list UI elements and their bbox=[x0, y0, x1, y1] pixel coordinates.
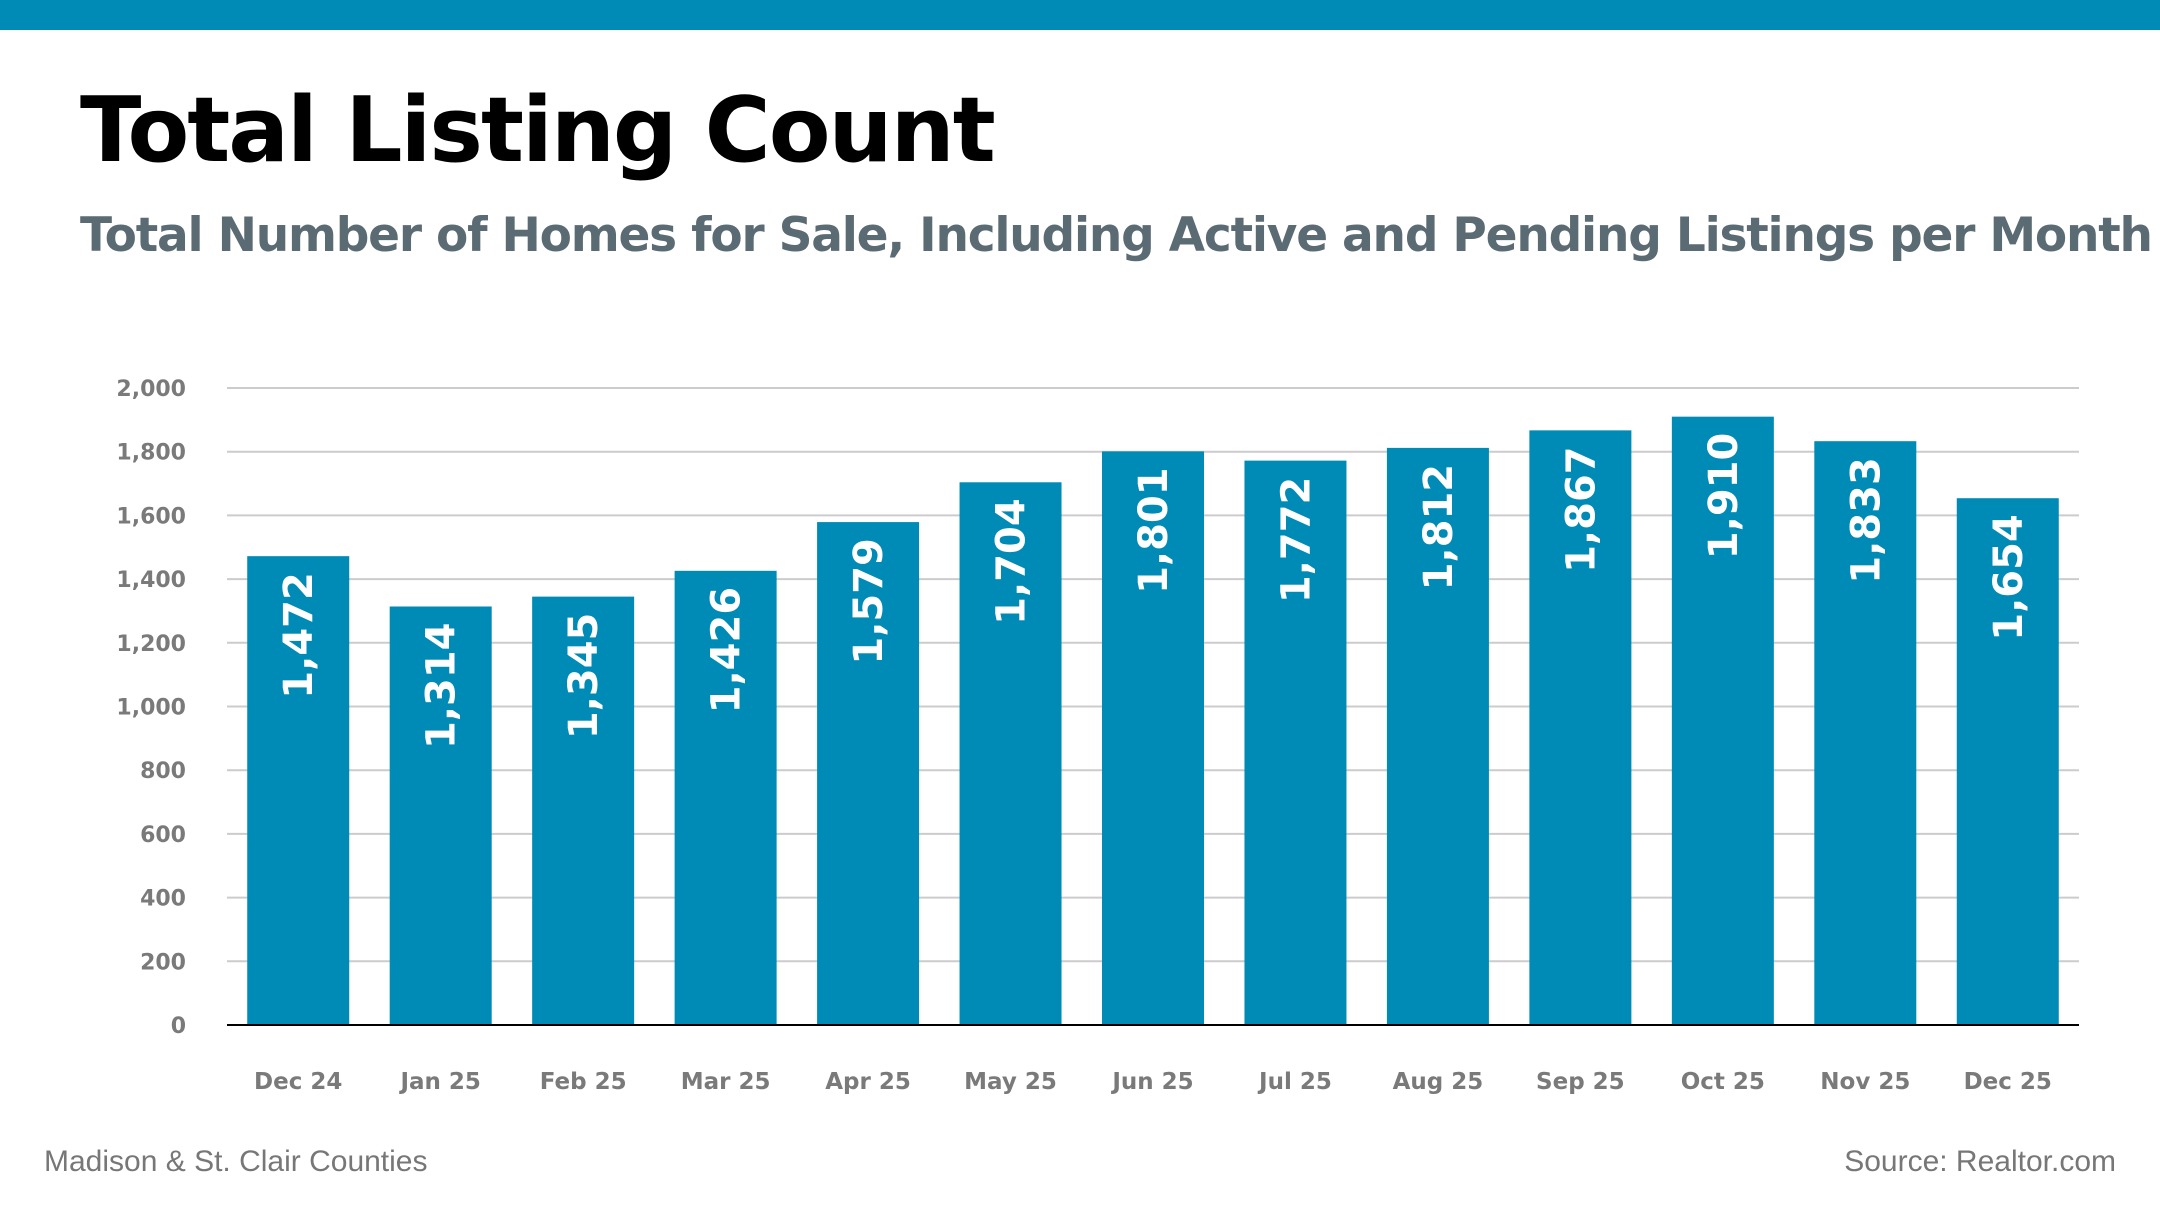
bar-value-label: 1,772 bbox=[1273, 477, 1319, 604]
x-tick-label: Dec 25 bbox=[1964, 1069, 2052, 1095]
bar bbox=[674, 570, 777, 1025]
bar bbox=[1671, 416, 1774, 1025]
bar bbox=[1244, 460, 1347, 1025]
page-title: Total Listing Count bbox=[80, 78, 996, 183]
bar-value-label: 1,579 bbox=[846, 538, 892, 665]
bar bbox=[817, 522, 920, 1025]
y-tick-label: 1,600 bbox=[116, 504, 186, 529]
x-tick-label: Jan 25 bbox=[398, 1069, 480, 1095]
x-tick-label: Aug 25 bbox=[1393, 1069, 1484, 1095]
y-tick-label: 600 bbox=[140, 823, 186, 848]
footer-region: Madison & St. Clair Counties bbox=[44, 1145, 428, 1178]
y-tick-label: 1,200 bbox=[116, 632, 186, 657]
y-tick-label: 1,400 bbox=[116, 568, 186, 593]
bar bbox=[1386, 447, 1489, 1025]
bar bbox=[1102, 451, 1204, 1026]
y-tick-label: 200 bbox=[140, 950, 186, 975]
bar-value-label: 1,314 bbox=[419, 622, 465, 749]
bar bbox=[532, 596, 635, 1025]
x-tick-label: Mar 25 bbox=[681, 1069, 771, 1095]
bar bbox=[247, 556, 350, 1025]
bar bbox=[389, 606, 492, 1025]
y-tick-label: 1,800 bbox=[116, 441, 186, 466]
y-tick-label: 800 bbox=[140, 759, 186, 784]
bar-value-label: 1,833 bbox=[1843, 457, 1889, 584]
y-tick-label: 1,000 bbox=[116, 696, 186, 721]
bar bbox=[1529, 430, 1632, 1026]
x-tick-label: Feb 25 bbox=[540, 1069, 627, 1095]
page-subtitle: Total Number of Homes for Sale, Includin… bbox=[80, 208, 2153, 263]
x-tick-label: Oct 25 bbox=[1681, 1069, 1765, 1095]
footer-source: Source: Realtor.com bbox=[1844, 1145, 2116, 1178]
x-tick-label: Apr 25 bbox=[825, 1069, 911, 1095]
bar-value-label: 1,472 bbox=[276, 572, 322, 699]
bar bbox=[959, 482, 1062, 1025]
bar bbox=[1956, 498, 2059, 1025]
bar-value-label: 1,345 bbox=[561, 613, 607, 740]
bar-value-label: 1,812 bbox=[1416, 464, 1462, 591]
bar-value-label: 1,654 bbox=[1986, 514, 2032, 641]
x-tick-label: Dec 24 bbox=[254, 1069, 342, 1095]
bar-value-label: 1,867 bbox=[1558, 446, 1604, 573]
x-tick-label: Nov 25 bbox=[1820, 1069, 1910, 1095]
x-tick-label: Jun 25 bbox=[1110, 1069, 1193, 1095]
y-tick-label: 2,000 bbox=[116, 377, 186, 402]
bar-value-label: 1,704 bbox=[989, 498, 1035, 625]
bar-value-label: 1,801 bbox=[1131, 467, 1177, 594]
bar-value-label: 1,910 bbox=[1701, 433, 1747, 560]
x-tick-label: May 25 bbox=[964, 1069, 1057, 1095]
x-tick-label: Sep 25 bbox=[1536, 1069, 1625, 1095]
x-tick-label: Jul 25 bbox=[1257, 1069, 1332, 1095]
bar bbox=[1814, 441, 1917, 1025]
y-tick-label: 0 bbox=[171, 1014, 186, 1039]
y-tick-label: 400 bbox=[140, 887, 186, 912]
top-accent-bar bbox=[0, 0, 2160, 30]
bar-value-label: 1,426 bbox=[704, 587, 750, 714]
